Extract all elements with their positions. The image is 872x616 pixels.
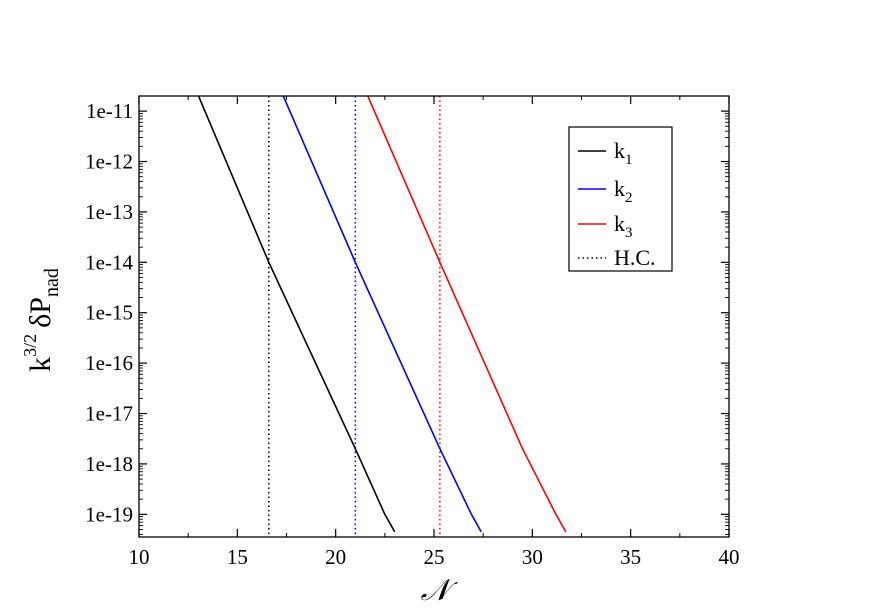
x-tick-label: 20 <box>325 545 346 569</box>
plot-area <box>197 96 567 537</box>
legend-label-k1: k1 <box>614 138 633 168</box>
x-axis-title: 𝒩 <box>421 574 459 607</box>
x-tick-label: 30 <box>522 545 543 569</box>
legend-label-hc: H.C. <box>614 245 656 270</box>
y-tick-label: 1e-18 <box>85 452 133 476</box>
axis-ticks: 10 15 20 25 30 35 40 1e-11 1e-12 1e-13 1e-14 1e-15 1… <box>85 96 740 569</box>
y-tick-label: 1e-13 <box>85 200 133 224</box>
x-tick-label: 25 <box>424 545 445 569</box>
series-line-k3 <box>366 96 567 533</box>
legend-label-k2: k2 <box>614 176 633 206</box>
x-tick-label: 10 <box>129 545 150 569</box>
y-tick-label: 1e-12 <box>85 150 133 174</box>
y-tick-label: 1e-14 <box>85 250 133 274</box>
y-tick-label: 1e-19 <box>85 502 133 526</box>
x-tick-label: 35 <box>620 545 641 569</box>
legend-label-k3: k3 <box>614 211 633 241</box>
series-line-k1 <box>197 96 396 533</box>
y-tick-label: 1e-11 <box>86 99 133 123</box>
x-tick-label: 15 <box>227 545 248 569</box>
series-line-k2 <box>282 96 482 533</box>
legend: k1 k2 k3 H.C. <box>568 126 673 272</box>
x-tick-label: 40 <box>719 545 740 569</box>
y-tick-label: 1e-16 <box>85 351 133 375</box>
y-tick-label: 1e-17 <box>85 402 133 426</box>
y-axis-title: k3/2δPnad <box>20 268 63 372</box>
y-tick-label: 1e-15 <box>85 301 133 325</box>
